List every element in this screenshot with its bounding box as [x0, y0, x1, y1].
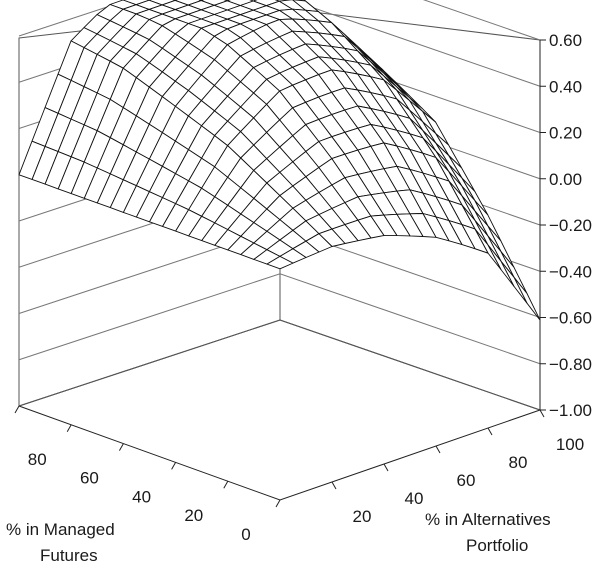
gridline: [18, 273, 541, 365]
x-tick-label: 20: [184, 506, 203, 525]
y-tick-label: 20: [353, 507, 372, 526]
x-tick-label: 80: [28, 450, 47, 469]
z-tick-label: 0.60: [549, 31, 582, 50]
y-ticks: 20 40 60 80 100: [331, 409, 584, 526]
y-tick-label: 40: [405, 489, 424, 508]
x-tick-label: 60: [80, 469, 99, 488]
x-axis-title-line1: % in Managed: [6, 520, 115, 539]
y-tick-mark: [435, 445, 441, 454]
x-tick-mark: [118, 443, 124, 451]
surface-mesh: [18, 0, 541, 321]
z-tick-label: 0.40: [549, 77, 582, 96]
y-tick-mark: [487, 427, 493, 436]
z-tick-label: 0.20: [549, 124, 582, 143]
x-tick-label: 40: [132, 487, 151, 506]
x-tick-label: 0: [241, 525, 250, 544]
z-tick-label: −1.00: [549, 401, 592, 420]
y-tick-mark: [331, 481, 337, 490]
z-tick-label: −0.40: [549, 262, 592, 281]
floor-edge-left: [18, 319, 541, 411]
z-tick-label: 0.00: [549, 170, 582, 189]
x-tick-mark: [275, 499, 281, 508]
z-tick-label: −0.20: [549, 216, 592, 235]
y-tick-label: 100: [556, 435, 584, 454]
y-tick-label: 80: [509, 453, 528, 472]
y-tick-mark: [383, 463, 389, 472]
x-tick-mark: [171, 462, 177, 470]
y-tick-label: 60: [457, 471, 476, 490]
z-ticks: 0.60 0.40 0.20 0.00 −0.20 −0.40 −0.60 −0.80 −1.0…: [540, 31, 592, 420]
x-axis: 100806040200 % in Managed Futures: [6, 405, 281, 565]
x-ticks: 100806040200: [14, 405, 281, 544]
y-axis-title-line1: % in Alternatives: [425, 510, 551, 529]
x-axis-title-line2: Futures: [40, 546, 98, 565]
y-tick-mark: [539, 409, 545, 418]
y-axis-title-line2: Portfolio: [466, 536, 528, 555]
z-tick-label: −0.80: [549, 355, 592, 374]
surface-cell: [266, 255, 294, 270]
z-axis: 0.60 0.40 0.20 0.00 −0.20 −0.40 −0.60 −0.80 −1.0…: [539, 31, 592, 420]
x-tick-mark: [14, 405, 20, 414]
x-tick-mark: [223, 480, 229, 489]
x-tick-mark: [66, 424, 72, 433]
y-axis: 20 40 60 80 100 % in Alternatives Portfolio: [331, 409, 584, 555]
z-tick-label: −0.60: [549, 309, 592, 328]
